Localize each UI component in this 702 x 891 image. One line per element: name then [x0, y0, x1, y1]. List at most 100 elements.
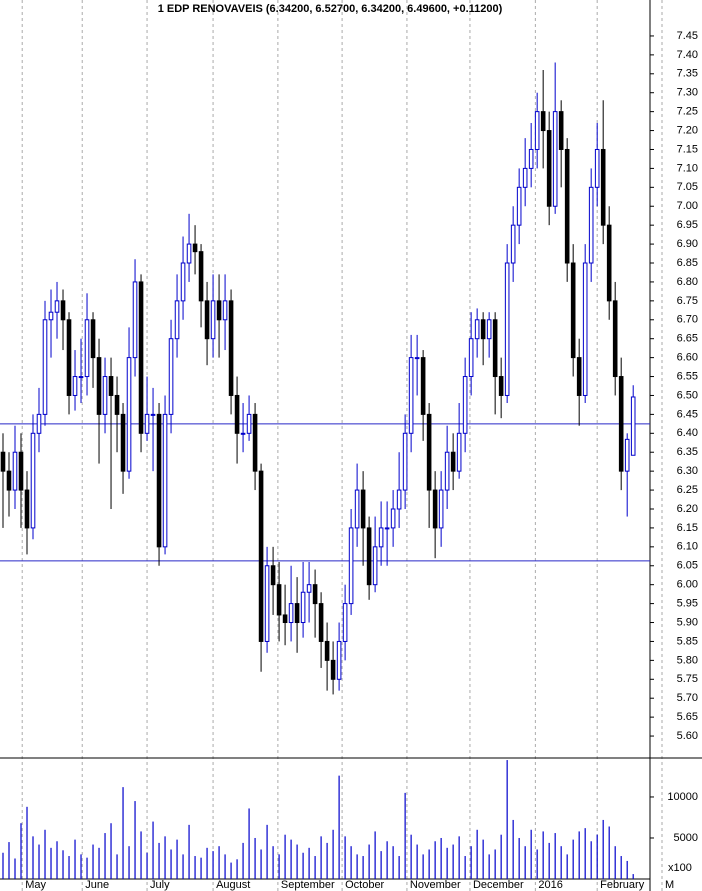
candle-body	[204, 300, 210, 340]
candle-body	[318, 603, 324, 642]
y-tick-label: 5.85	[677, 635, 698, 647]
volume-bar	[542, 831, 544, 879]
volume-bar	[350, 846, 352, 879]
y-tick-label: 5.60	[677, 730, 698, 742]
candle-body	[228, 300, 234, 396]
volume-bar	[374, 831, 376, 879]
candle-body	[84, 319, 90, 378]
y-tick-label: 6.60	[677, 352, 698, 364]
volume-bar	[50, 847, 52, 879]
y-tick-label: 5.75	[677, 673, 698, 685]
candle-body	[90, 319, 96, 359]
volume-bar	[74, 839, 76, 879]
candle-body	[546, 130, 552, 207]
volume-bar	[590, 841, 592, 879]
volume-bar	[494, 849, 496, 879]
y-tick-label: 7.00	[677, 200, 698, 212]
candle-body	[48, 311, 54, 321]
volume-bar	[56, 841, 58, 879]
volume-bar	[326, 842, 328, 879]
y-tick-label: 6.65	[677, 333, 698, 345]
volume-bar	[236, 859, 238, 879]
candle-body	[66, 319, 72, 396]
candle-body	[372, 546, 378, 586]
volume-bar	[368, 844, 370, 879]
candle-body	[162, 413, 168, 548]
volume-bar	[98, 847, 100, 879]
candle-body	[558, 111, 564, 150]
candle-body	[600, 148, 606, 226]
candle-body	[630, 396, 636, 456]
candle-body	[360, 489, 366, 529]
candle-body	[174, 300, 180, 340]
candle-body	[402, 432, 408, 491]
y-tick-label: 7.25	[677, 106, 698, 118]
candle-body	[624, 438, 630, 472]
y-tick-label: 6.80	[677, 276, 698, 288]
x-tick-label: June	[85, 879, 109, 891]
volume-bar	[176, 839, 178, 879]
volume-bar	[572, 839, 574, 879]
volume-bar	[524, 846, 526, 879]
volume-bar	[380, 851, 382, 879]
volume-bar	[536, 849, 538, 879]
y-tick-label: 6.10	[677, 541, 698, 553]
candle-body	[510, 224, 516, 264]
candle-body	[486, 319, 492, 340]
candle-body	[306, 584, 312, 593]
candle-body	[498, 376, 504, 396]
candle-body	[516, 186, 522, 226]
volume-bar	[458, 836, 460, 879]
candle-body	[168, 338, 174, 415]
y-tick-label: 6.20	[677, 503, 698, 515]
y-tick-label: 6.95	[677, 219, 698, 231]
volume-bar	[314, 856, 316, 879]
x-tick-label: May	[25, 879, 46, 891]
candle-body	[240, 432, 246, 435]
y-tick-label: 5.65	[677, 711, 698, 723]
volume-bar	[158, 842, 160, 879]
volume-bar	[104, 833, 106, 879]
y-tick-label: 6.75	[677, 295, 698, 307]
volume-bar	[446, 847, 448, 879]
candle-body	[192, 243, 198, 253]
y-tick-label: 7.15	[677, 143, 698, 155]
y-tick-label: 6.85	[677, 257, 698, 269]
volume-bar	[146, 852, 148, 879]
y-tick-label: 6.55	[677, 370, 698, 382]
candle-body	[594, 148, 600, 188]
volume-bar	[464, 856, 466, 879]
candle-body	[366, 527, 372, 586]
candle-body	[78, 376, 84, 379]
y-tick-label: 6.15	[677, 522, 698, 534]
candle-body	[6, 470, 12, 491]
volume-bar	[2, 852, 4, 879]
candle-body	[102, 376, 108, 415]
y-tick-label: 5.95	[677, 598, 698, 610]
x-tick-label: 2016	[538, 879, 562, 891]
y-tick-label: 7.10	[677, 162, 698, 174]
volume-bar	[548, 842, 550, 879]
candle-body	[42, 319, 48, 415]
volume-bar	[488, 854, 490, 879]
x-tick-label: December	[473, 879, 524, 891]
candle-body	[180, 262, 186, 302]
volume-bar	[188, 824, 190, 879]
candle-body	[480, 319, 486, 340]
volume-bar	[290, 839, 292, 879]
y-tick-label: 7.20	[677, 124, 698, 136]
candle-body	[576, 357, 582, 396]
volume-bar	[356, 854, 358, 879]
y-tick-label: 7.35	[677, 68, 698, 80]
candle-body	[342, 603, 348, 642]
y-tick-label: 6.45	[677, 408, 698, 420]
volume-bar	[476, 829, 478, 879]
volume-bar	[440, 837, 442, 879]
volume-bar	[470, 846, 472, 879]
y-tick-label: 6.30	[677, 465, 698, 477]
volume-bar	[170, 849, 172, 879]
candle-body	[324, 640, 330, 661]
volume-bar	[422, 854, 424, 879]
volume-bar	[68, 856, 70, 879]
